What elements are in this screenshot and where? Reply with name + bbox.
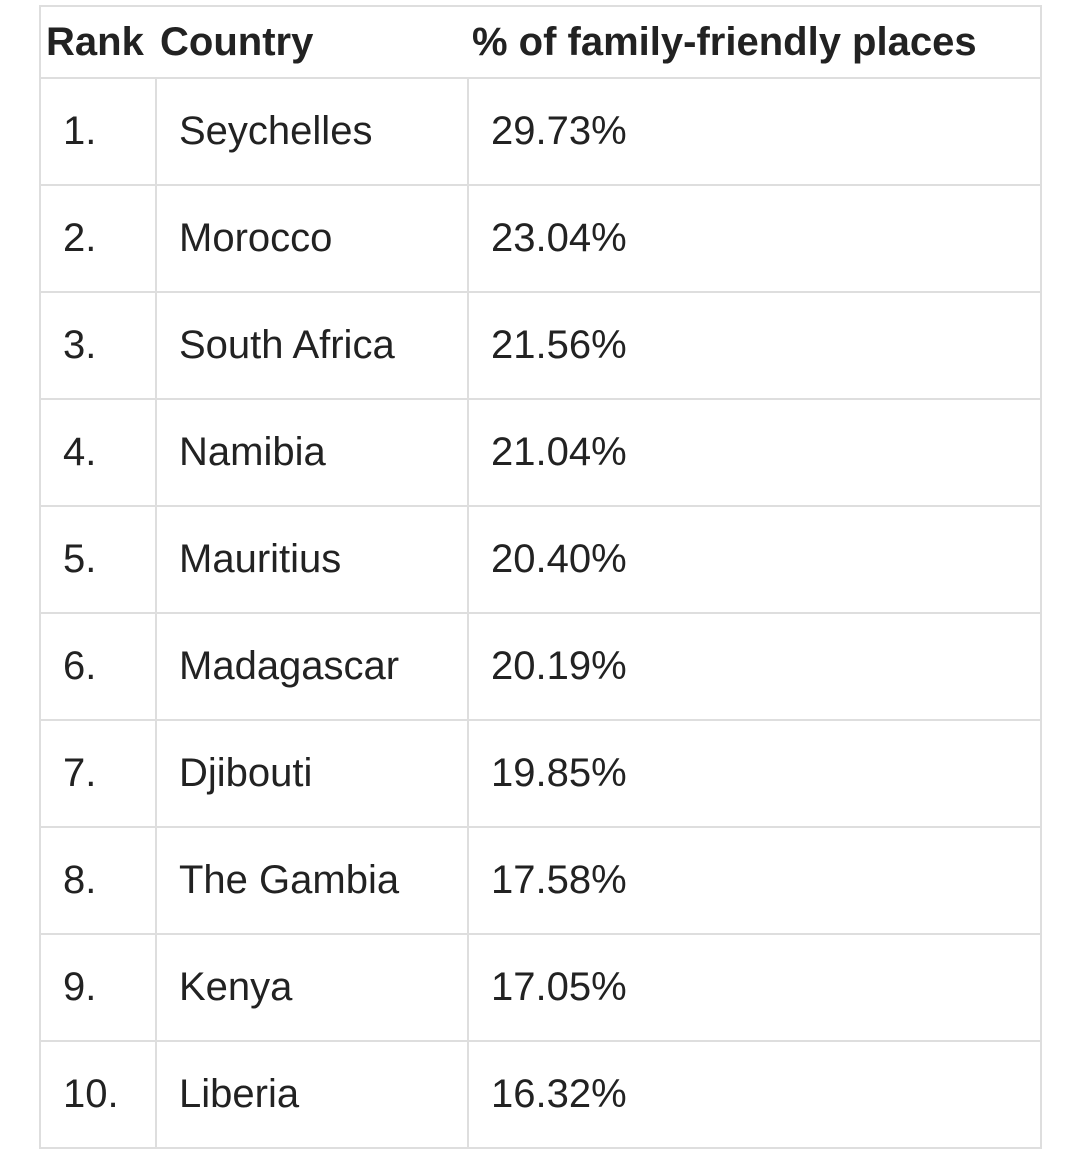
percent-cell: 17.05% [467,933,1040,1041]
percent-cell: 16.32% [467,1040,1040,1147]
rank-cell: 8. [41,826,156,934]
country-cell: Madagascar [155,612,468,720]
ranking-table: Rank Country % of family-friendly places… [39,5,1042,1149]
country-cell: Liberia [155,1040,468,1147]
header-country: Country [156,7,468,79]
rank-cell: 7. [41,719,156,827]
percent-cell: 23.04% [467,184,1040,292]
header-percent: % of family-friendly places [468,7,1040,79]
country-cell: South Africa [155,291,468,399]
table-row: 6. Madagascar 20.19% [41,612,1040,720]
country-cell: Kenya [155,933,468,1041]
header-rank: Rank [41,7,156,79]
table-row: 5. Mauritius 20.40% [41,505,1040,613]
country-cell: Seychelles [155,78,468,185]
country-cell: The Gambia [155,826,468,934]
rank-cell: 4. [41,398,156,506]
country-cell: Namibia [155,398,468,506]
country-cell: Morocco [155,184,468,292]
table-row: 8. The Gambia 17.58% [41,826,1040,934]
rank-cell: 1. [63,109,97,153]
header-row: Rank Country % of family-friendly places [41,7,1040,79]
percent-cell: 29.73% [467,78,1040,185]
table-header: Rank Country % of family-friendly places [41,7,1040,79]
rank-cell: 5. [41,505,156,613]
table-row: 2. Morocco 23.04% [41,184,1040,292]
table-body: 1. Seychelles 29.73% 2. Morocco 23.04% 3… [41,78,1040,1147]
rank-cell: 9. [41,933,156,1041]
percent-cell: 21.56% [467,291,1040,399]
table-row: 9. Kenya 17.05% [41,933,1040,1041]
country-cell: Mauritius [155,505,468,613]
percent-cell: 19.85% [467,719,1040,827]
rank-cell: 6. [41,612,156,720]
percent-cell: 21.04% [467,398,1040,506]
rank-cell: 10. [41,1040,156,1147]
country-cell: Djibouti [155,719,468,827]
percent-cell: 17.58% [467,826,1040,934]
percent-cell: 20.40% [467,505,1040,613]
table-row: 10. Liberia 16.32% [41,1040,1040,1147]
table-row: 1. Seychelles 29.73% [41,78,1040,185]
table-row: 7. Djibouti 19.85% [41,719,1040,827]
table-row: 3. South Africa 21.56% [41,291,1040,399]
table-row: 4. Namibia 21.04% [41,398,1040,506]
rank-cell: 2. [41,184,156,292]
rank-cell: 3. [41,291,156,399]
ranking-table-grid: Rank Country % of family-friendly places… [41,7,1040,1147]
percent-cell: 20.19% [467,612,1040,720]
